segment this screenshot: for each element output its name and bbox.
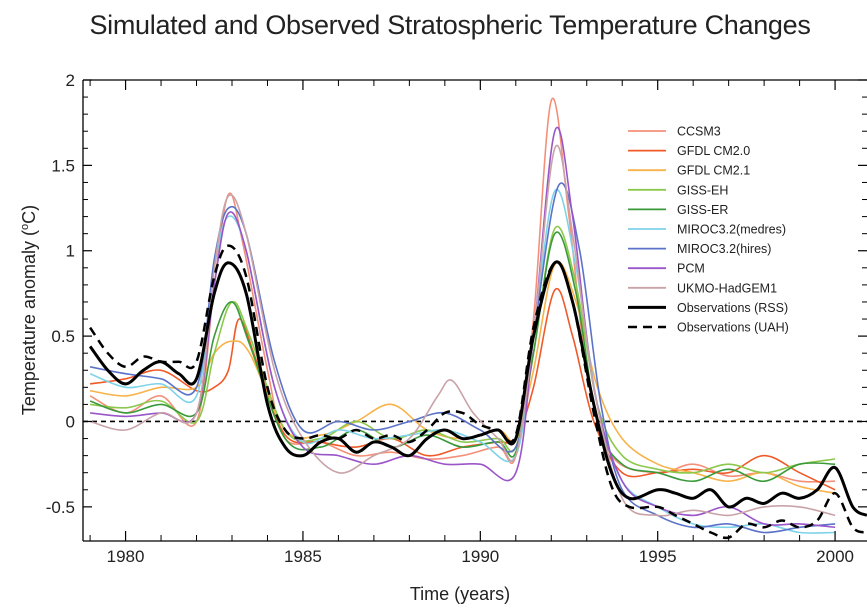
legend-label-ukmo-hadgem1: UKMO-HadGEM1 (677, 281, 777, 295)
legend-label-observations-rss: Observations (RSS) (677, 301, 788, 315)
legend-label-giss-eh: GISS-EH (677, 183, 728, 197)
legend-label-gfdl-cm2-0: GFDL CM2.0 (677, 144, 750, 158)
legend-label-miroc3-2-hires: MIROC3.2(hires) (677, 242, 771, 256)
y-tick-label: -0.5 (46, 498, 75, 517)
y-tick-label: 0 (66, 412, 75, 431)
y-tick-label: 1.5 (51, 156, 75, 175)
x-tick-label: 1990 (461, 547, 499, 566)
y-axis-label: Temperature anomaly (oC) (19, 160, 40, 460)
y-tick-label: 1 (66, 242, 75, 261)
y-tick-label: 2 (66, 71, 75, 90)
x-tick-label: 1980 (107, 547, 145, 566)
y-tick-label: 0.5 (51, 327, 75, 346)
legend-label-observations-uah: Observations (UAH) (677, 321, 789, 335)
series-line-giss-eh (90, 226, 835, 472)
legend-label-ccsm3: CCSM3 (677, 125, 721, 139)
x-axis-label: Time (years) (310, 584, 610, 605)
x-tick-label: 2000 (816, 547, 854, 566)
legend-label-giss-er: GISS-ER (677, 203, 728, 217)
x-tick-label: 1985 (284, 547, 322, 566)
legend-label-pcm: PCM (677, 262, 705, 276)
x-tick-label: 1995 (639, 547, 677, 566)
legend-label-miroc3-2-medres: MIROC3.2(medres) (677, 223, 786, 237)
legend-label-gfdl-cm2-1: GFDL CM2.1 (677, 164, 750, 178)
